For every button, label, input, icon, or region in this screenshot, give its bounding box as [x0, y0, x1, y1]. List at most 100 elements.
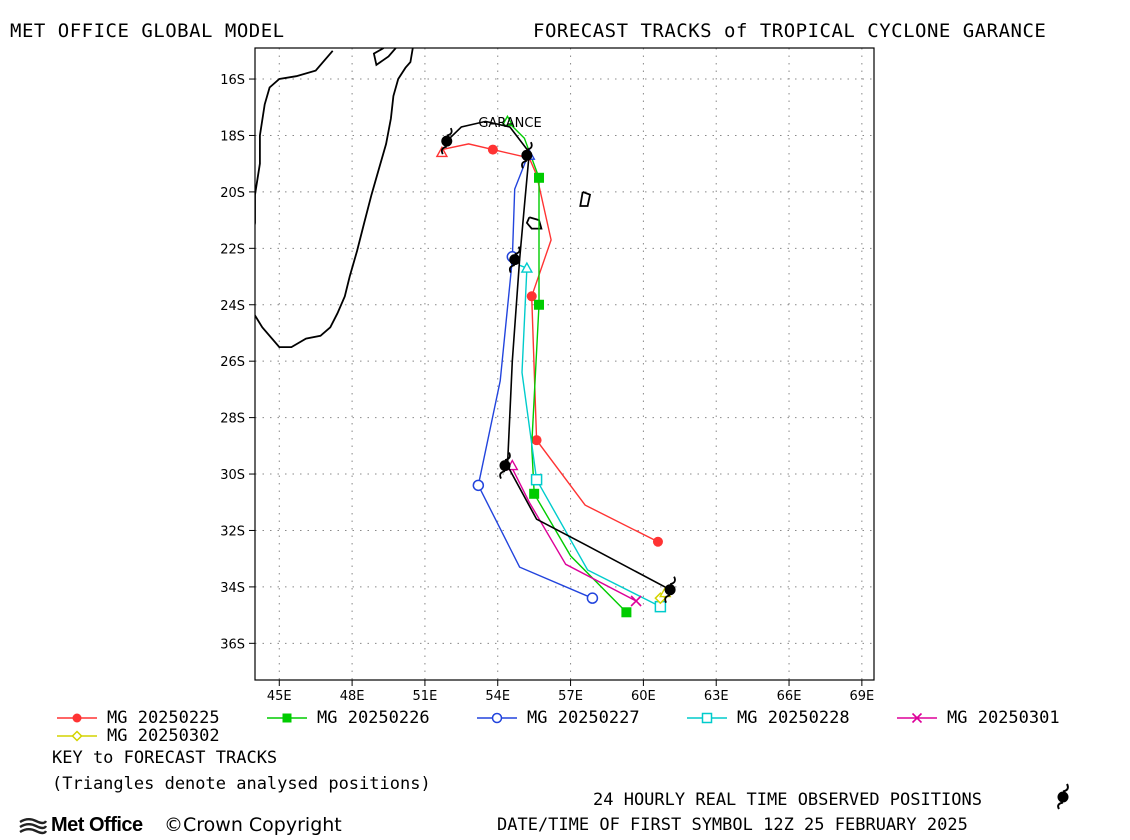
legend-marker-4 [897, 712, 937, 724]
forecast-marker-1-1-shape [534, 299, 545, 310]
forecast-tracks [435, 114, 672, 618]
observed-position-4 [664, 576, 676, 604]
forecast-line-1 [507, 120, 627, 613]
observed-track [440, 120, 676, 604]
legend-symbol-5 [71, 730, 83, 742]
observed-position-3 [499, 452, 511, 479]
legend-symbol-3 [701, 712, 713, 724]
forecast-marker-2-1 [472, 479, 485, 492]
forecast-marker-0-2-shape [531, 435, 542, 446]
y-tick-label: 34S [220, 581, 245, 596]
storm-name-label: GARANCE [478, 116, 541, 131]
y-tick-label: 22S [220, 242, 245, 257]
crown-copyright: ©Crown Copyright [164, 814, 342, 836]
x-tick-label: 54E [485, 689, 510, 700]
y-tick-label: 32S [220, 524, 245, 539]
observed-position-2 [508, 246, 521, 274]
legend-label-0: MG 20250225 [107, 708, 220, 728]
legend-item-2: MG 20250227 [475, 708, 640, 728]
analysed-triangle-1-0 [501, 114, 514, 127]
first-symbol-date: DATE/TIME OF FIRST SYMBOL 12Z 25 FEBRUAR… [497, 815, 968, 835]
legend-item-4: MG 20250301 [895, 708, 1060, 728]
legend-symbol-1 [282, 713, 292, 723]
coastline-reunion [525, 216, 543, 230]
legend-label-4: MG 20250301 [947, 708, 1060, 728]
forecast-line-4 [511, 468, 637, 602]
forecast-track-4 [506, 459, 642, 607]
forecast-marker-1-3 [621, 607, 632, 618]
legend-marker-5 [57, 730, 97, 742]
met-office-swirl-icon [19, 817, 48, 834]
met-office-logo: Met Office [18, 814, 143, 837]
legend-symbol-1-shape [282, 713, 292, 723]
observed-position-0 [440, 127, 453, 155]
observed-position-3-core [499, 460, 511, 472]
cyclone-symbol-icon [1057, 783, 1069, 810]
forecast-marker-2-2-shape [586, 592, 599, 604]
forecast-marker-0-1 [526, 291, 537, 302]
legend-symbol-0-shape [72, 713, 82, 723]
coastlines [255, 48, 592, 349]
y-tick-label: 16S [220, 73, 245, 88]
x-tick-label: 57E [558, 689, 583, 700]
forecast-line-3 [519, 264, 661, 608]
forecast-marker-1-0-shape [534, 172, 545, 183]
observed-position-2-arm-top [514, 246, 521, 255]
y-tick-label: 36S [220, 637, 245, 652]
coastline-mauritius [579, 191, 592, 207]
x-tick-label: 45E [267, 689, 292, 700]
forecast-line-2 [477, 157, 593, 599]
y-tick-label: 18S [220, 129, 245, 144]
legend-item-3: MG 20250228 [685, 708, 850, 728]
forecast-line-0 [441, 143, 659, 543]
legend-item-1: MG 20250226 [265, 708, 430, 728]
legend-label-1: MG 20250226 [317, 708, 430, 728]
y-tick-label: 20S [220, 186, 245, 201]
legend-label-2: MG 20250227 [527, 708, 640, 728]
x-tick-label: 60E [631, 689, 656, 700]
forecast-marker-0-0 [487, 144, 498, 155]
key-title: KEY to FORECAST TRACKS [52, 748, 278, 768]
x-tick-label: 66E [777, 689, 802, 700]
y-tick-label: 30S [220, 468, 245, 483]
met-office-brand: Met Office [51, 814, 143, 836]
legend-symbol-5-shape [71, 730, 83, 742]
observed-position-4-arm-bottom [664, 594, 671, 604]
observed-position-3-arm-bottom [499, 470, 506, 479]
forecast-marker-0-1-shape [526, 291, 537, 302]
observed-position-1-core [521, 149, 533, 161]
legend-marker-0 [57, 713, 97, 723]
forecast-marker-3-0 [530, 473, 543, 486]
x-tick-label: 48E [340, 689, 365, 700]
observed-position-2-core [509, 254, 521, 266]
observed-position-4-arm-top [669, 576, 676, 586]
observed-position-2-arm-bottom [508, 264, 515, 274]
forecast-marker-1-2-shape [529, 488, 540, 499]
legend-symbol-4-shape [911, 712, 923, 724]
observed-line [446, 120, 671, 591]
forecast-marker-1-2 [529, 488, 540, 499]
observed-positions-note: 24 HOURLY REAL TIME OBSERVED POSITIONS [593, 790, 982, 810]
observed-position-0-arm-bottom [440, 145, 447, 155]
legend-item-5: MG 20250302 [55, 726, 220, 746]
forecast-marker-0-3 [652, 536, 663, 547]
header-chart-title: FORECAST TRACKS of TROPICAL CYCLONE GARA… [533, 20, 1047, 42]
plot-frame [254, 47, 875, 681]
forecast-track-1 [501, 114, 632, 618]
observed-position-1-arm-bottom [521, 159, 528, 169]
forecast-marker-4-0-shape [630, 595, 642, 607]
legend-label-5: MG 20250302 [107, 726, 220, 746]
coastline-madagascar_tip [372, 48, 397, 67]
x-tick-label: 51E [413, 689, 438, 700]
grid: 45E 48E 51E 54E 57E 60E 63E 66E 69E 16S 18S 20S 22S 2… [220, 48, 874, 700]
observed-position-1-arm-top [526, 141, 533, 151]
analysed-triangle-3-0 [520, 261, 534, 273]
forecast-track-0 [435, 143, 663, 547]
forecast-marker-1-1 [534, 299, 545, 310]
x-tick-label: 69E [849, 689, 874, 700]
legend-marker-1 [267, 713, 307, 723]
observed-position-3-arm-top [504, 452, 511, 461]
legend-symbol-4 [911, 712, 923, 724]
forecast-marker-2-1-shape [472, 479, 485, 492]
forecast-marker-1-3-shape [621, 607, 632, 618]
